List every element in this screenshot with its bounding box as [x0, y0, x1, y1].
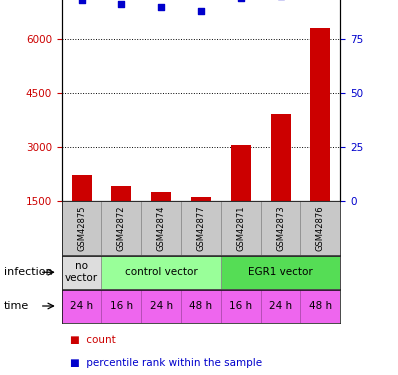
Bar — [151, 192, 171, 201]
Text: GSM42872: GSM42872 — [117, 205, 126, 251]
Bar — [261, 201, 300, 255]
Bar — [310, 28, 330, 201]
Bar — [261, 290, 300, 322]
Bar — [300, 290, 340, 322]
Point — [78, 0, 85, 3]
Bar — [300, 201, 340, 255]
Text: ■  percentile rank within the sample: ■ percentile rank within the sample — [70, 358, 262, 368]
Bar — [221, 256, 340, 289]
Text: GSM42874: GSM42874 — [157, 205, 166, 251]
Bar — [191, 197, 211, 201]
Text: 16 h: 16 h — [229, 301, 252, 311]
Bar — [101, 290, 141, 322]
Text: GSM42873: GSM42873 — [276, 205, 285, 251]
Bar — [101, 201, 141, 255]
Text: 24 h: 24 h — [150, 301, 173, 311]
Text: GSM42875: GSM42875 — [77, 205, 86, 251]
Point — [158, 4, 164, 10]
Text: infection: infection — [4, 267, 53, 277]
Text: ■  count: ■ count — [70, 335, 115, 345]
Text: GSM42871: GSM42871 — [236, 205, 245, 251]
Text: 16 h: 16 h — [110, 301, 133, 311]
Bar — [231, 145, 251, 201]
Point — [118, 2, 125, 8]
Text: GSM42876: GSM42876 — [316, 205, 325, 251]
Text: GSM42877: GSM42877 — [197, 205, 205, 251]
Bar — [101, 256, 221, 289]
Bar — [141, 290, 181, 322]
Text: control vector: control vector — [125, 267, 197, 277]
Text: EGR1 vector: EGR1 vector — [248, 267, 313, 277]
Bar — [181, 201, 221, 255]
Text: 48 h: 48 h — [189, 301, 213, 311]
Text: 48 h: 48 h — [309, 301, 332, 311]
Point — [198, 8, 204, 14]
Text: 24 h: 24 h — [70, 301, 93, 311]
Point — [238, 0, 244, 1]
Bar — [62, 256, 101, 289]
Bar — [181, 290, 221, 322]
Text: 24 h: 24 h — [269, 301, 292, 311]
Bar — [62, 201, 101, 255]
Bar — [72, 176, 92, 201]
Bar — [271, 114, 291, 201]
Bar — [111, 186, 131, 201]
Bar — [141, 201, 181, 255]
Text: no
vector: no vector — [65, 261, 98, 283]
Bar — [221, 201, 261, 255]
Text: time: time — [4, 301, 29, 311]
Bar — [221, 290, 261, 322]
Bar — [62, 290, 101, 322]
